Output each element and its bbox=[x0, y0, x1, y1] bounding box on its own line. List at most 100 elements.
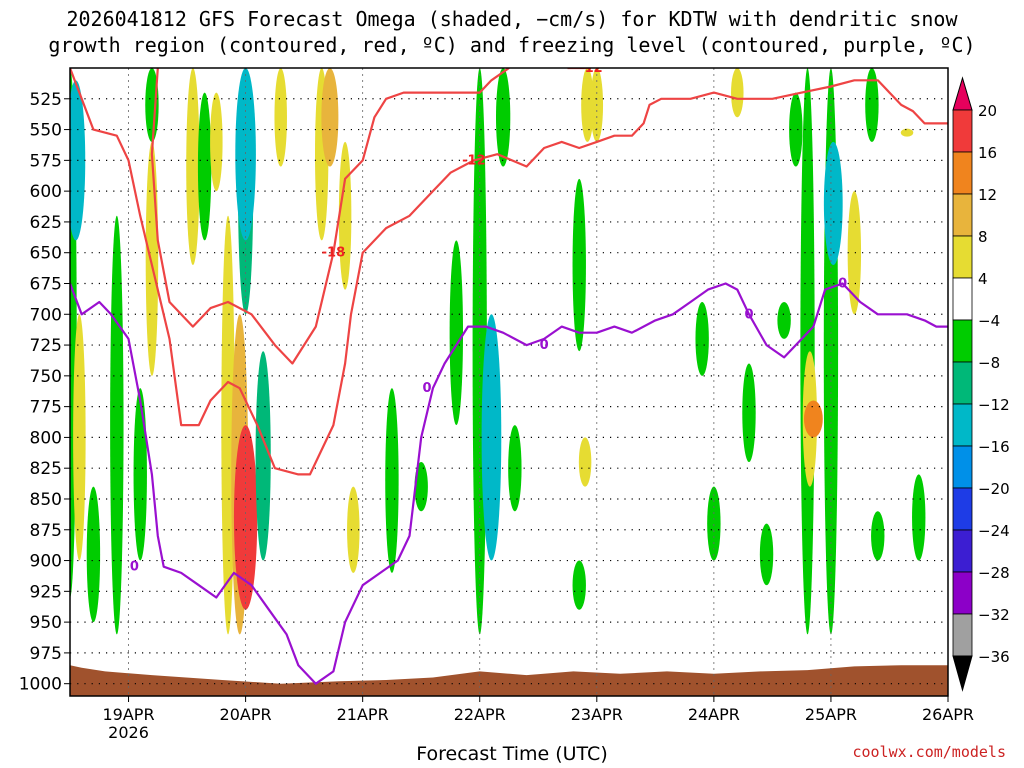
omega-patch bbox=[210, 92, 223, 192]
omega-patch bbox=[800, 68, 815, 635]
omega-patch bbox=[110, 215, 124, 635]
omega-shading bbox=[70, 68, 926, 635]
freezing-level-label: 0 bbox=[130, 560, 139, 575]
freezing-level-label: 0 bbox=[744, 307, 753, 322]
colorbar-box bbox=[952, 361, 973, 405]
colorbar-box bbox=[952, 235, 973, 279]
omega-patch bbox=[186, 68, 200, 266]
y-tick-label: 625 bbox=[30, 213, 62, 233]
colorbar-box bbox=[952, 151, 973, 195]
colorbar-bottom-arrow bbox=[952, 655, 973, 692]
colorbar-box bbox=[952, 277, 973, 321]
omega-patch bbox=[235, 68, 256, 241]
y-tick-label: 600 bbox=[30, 182, 62, 202]
omega-patch bbox=[133, 388, 147, 561]
omega-patch bbox=[777, 301, 791, 339]
colorbar-label: 20 bbox=[978, 102, 997, 120]
y-tick-label: 550 bbox=[30, 121, 62, 141]
omega-patch bbox=[385, 388, 399, 573]
omega-patch bbox=[572, 178, 586, 352]
terrain-area bbox=[70, 665, 948, 696]
x-tick-label: 22APR bbox=[454, 705, 506, 724]
y-tick-label: 775 bbox=[30, 398, 62, 418]
omega-patch bbox=[871, 511, 885, 561]
y-tick-label: 575 bbox=[30, 151, 62, 171]
colorbar-box bbox=[952, 403, 973, 447]
y-tick-label: 525 bbox=[30, 90, 62, 110]
x-axis-title: Forecast Time (UTC) bbox=[416, 743, 608, 765]
chart-title-line2: growth region (contoured, red, ºC) and f… bbox=[48, 33, 976, 57]
freezing-level-contour: 0 0 0 0 0 bbox=[70, 276, 948, 685]
omega-patch bbox=[338, 141, 352, 290]
omega-patch bbox=[481, 314, 502, 561]
colorbar-label: −32 bbox=[978, 606, 1010, 624]
colorbar-label: 12 bbox=[978, 186, 997, 204]
dgz-contour-label: -12 bbox=[462, 153, 486, 168]
omega-patch bbox=[865, 68, 879, 142]
colorbar-box bbox=[952, 445, 973, 489]
colorbar-label: −12 bbox=[978, 396, 1010, 414]
omega-patch bbox=[145, 68, 159, 142]
y-tick-label: 950 bbox=[30, 613, 62, 633]
dgz-contour-label: -12 bbox=[579, 61, 603, 76]
colorbar-label: 16 bbox=[978, 144, 997, 162]
freezing-level-label: 0 bbox=[423, 381, 432, 396]
x-tick-label: 26APR bbox=[922, 705, 974, 724]
omega-patch bbox=[742, 363, 756, 463]
y-tick-label: 800 bbox=[30, 428, 62, 448]
omega-patch bbox=[695, 301, 709, 376]
omega-patch bbox=[197, 92, 212, 241]
colorbar-box bbox=[952, 109, 973, 153]
y-tick-label: 975 bbox=[30, 644, 62, 664]
y-tick-label: 875 bbox=[30, 521, 62, 541]
dgz-contour-line bbox=[70, 68, 948, 476]
omega-patch bbox=[578, 437, 592, 487]
colorbar-label: −36 bbox=[978, 648, 1010, 666]
colorbar-box bbox=[952, 613, 973, 657]
colorbar-box bbox=[952, 487, 973, 531]
freezing-level-label: 0 bbox=[838, 276, 847, 291]
plot-border bbox=[69, 67, 949, 697]
credit-text: coolwx.com/models bbox=[852, 743, 1006, 761]
colorbar-label: 8 bbox=[978, 228, 988, 246]
plot-frame bbox=[69, 67, 949, 697]
y-tick-label: 750 bbox=[30, 367, 62, 387]
colorbar-label: −24 bbox=[978, 522, 1010, 540]
omega-patch bbox=[274, 68, 287, 167]
omega-patch bbox=[900, 128, 914, 137]
y-tick-label: 675 bbox=[30, 274, 62, 294]
x-tick-label: 23APR bbox=[571, 705, 623, 724]
colorbar-label: −8 bbox=[978, 354, 1000, 372]
omega-patch bbox=[572, 560, 586, 610]
colorbar-box bbox=[952, 529, 973, 573]
omega-patch bbox=[255, 351, 271, 561]
omega-patch bbox=[495, 68, 511, 167]
y-tick-label: 1000 bbox=[19, 675, 62, 695]
omega-patch bbox=[508, 425, 522, 512]
freezing-level-label: 0 bbox=[540, 338, 549, 353]
omega-patch bbox=[449, 240, 464, 426]
colorbar-box bbox=[952, 571, 973, 615]
x-tick-label: 19APR bbox=[102, 705, 154, 724]
omega-patch bbox=[145, 141, 159, 376]
omega-patch bbox=[847, 191, 862, 315]
y-tick-label: 850 bbox=[30, 490, 62, 510]
dgz-contour-line bbox=[150, 68, 510, 365]
dgz-contours: -12 -18 -12 bbox=[70, 61, 948, 476]
colorbar-box bbox=[952, 193, 973, 237]
x-tick-sublabel: 2026 bbox=[108, 723, 149, 742]
terrain-fill bbox=[70, 665, 948, 696]
omega-patch bbox=[707, 486, 721, 561]
colorbar: 20 16 12 8 4 −4 −8 −12 −16 −20 −24 −28 −32 −36 bbox=[952, 76, 1010, 692]
y-tick-label: 650 bbox=[30, 244, 62, 264]
x-tick-label: 24APR bbox=[688, 705, 740, 724]
colorbar-top-arrow bbox=[952, 76, 973, 111]
omega-patch bbox=[86, 486, 101, 623]
y-tick-label: 825 bbox=[30, 459, 62, 479]
omega-patch bbox=[803, 400, 823, 438]
omega-patch bbox=[731, 68, 744, 118]
x-tick-label: 21APR bbox=[337, 705, 389, 724]
y-tick-label: 700 bbox=[30, 305, 62, 325]
